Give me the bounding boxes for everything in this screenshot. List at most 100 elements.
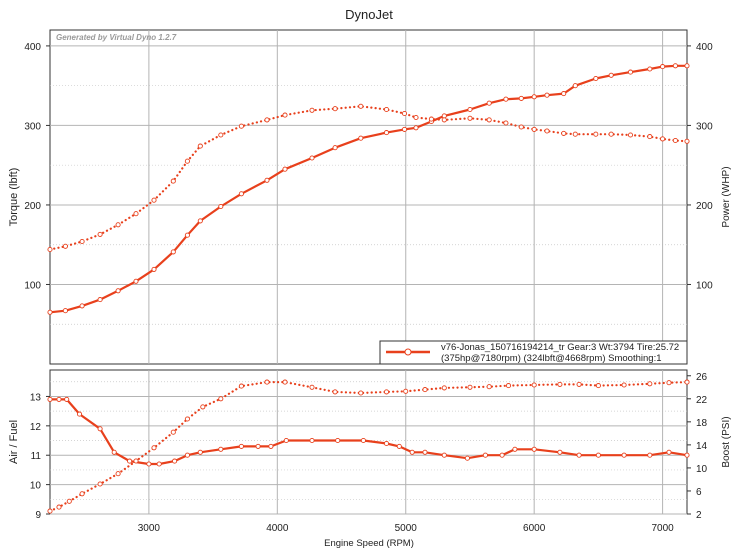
air_fuel-data-point [647,452,653,458]
torque-data-point [672,137,678,144]
air_fuel-data-point [184,452,190,458]
boost-data-point [97,481,103,487]
air_fuel-data-point [499,452,505,458]
boost-data-point [238,383,244,389]
y-tick-label: 10 [30,481,42,492]
torque-data-point [531,126,537,132]
legend-box: v76-Jonas_150716194214_tr Gear:3 Wt:3794… [379,340,688,365]
torque-data-point [467,115,473,121]
torque-data-point [282,112,288,118]
air_fuel-data-point [557,449,563,455]
air_fuel-data-point [238,443,244,449]
torque-data-point [309,107,315,113]
airfuel-axis-ticks: 9 10 11 12 13 [30,392,50,521]
air_fuel-data-point [409,449,415,455]
x-tick-label: 3000 [138,523,161,534]
boost-data-point [621,382,627,388]
boost-data-point [422,387,428,393]
boost-data-point [403,388,409,394]
boost-data-point [684,379,690,385]
boost-data-point [595,383,601,389]
torque-data-point [238,123,244,129]
power-data-point [672,63,678,69]
legend-line-1: v76-Jonas_150716194214_tr Gear:3 Wt:3794… [441,342,679,353]
torque-data-point [486,117,492,123]
torque-data-point [358,103,364,109]
boost-data-point [309,384,315,390]
torque-data-point [79,238,85,245]
power-data-point [238,191,244,197]
power-data-point [62,308,68,314]
torque-data-point [593,131,599,137]
power-data-point [647,66,653,72]
boost-data-point [666,380,672,386]
torque-data-point [608,131,614,137]
power-data-point [309,155,315,161]
chart-title: DynoJet [345,7,393,22]
torque-data-point [518,124,524,130]
boost-data-point [115,471,121,477]
y2-tick-label: 300 [696,121,713,132]
boost-data-point [467,384,473,390]
boost-data-point [218,396,224,402]
y2-tick-label: 400 [696,42,713,53]
power-data-point [115,288,121,294]
power-data-point [561,91,567,97]
power-data-point [627,69,634,75]
boost-data-point [184,416,190,422]
air_fuel-data-point [64,396,70,402]
air_fuel-data-point [335,437,341,444]
boost-data-point [47,508,53,514]
air_fuel-data-point [197,449,203,455]
air_fuel-data-point [47,396,53,402]
power-data-point [358,135,364,141]
power-data-point [47,309,53,315]
torque-axis-label: Torque (lbft) [8,168,20,227]
torque-data-point [47,246,53,253]
air_fuel-data-point [156,461,162,467]
torque-data-point [133,211,139,217]
y-tick-label: 300 [24,121,41,132]
y-tick-label: 12 [30,422,42,433]
x-tick-label: 4000 [266,523,289,534]
y-tick-label: 11 [31,451,42,462]
top-grid [50,30,687,364]
power-data-point [282,166,288,172]
power-data-point [413,125,419,131]
x-tick-label: 7000 [651,523,674,534]
power-data-point [133,278,139,284]
power-data-point [684,63,690,69]
power-data-point [170,249,176,255]
y-tick-label: 400 [24,42,41,53]
torque-data-point [441,117,447,123]
boost-data-point [531,382,537,388]
air_fuel-data-point [383,440,390,447]
air_fuel-data-point [531,446,537,452]
power-data-point [660,64,666,70]
air_fuel-data-point [255,443,261,449]
y-tick-label: 13 [30,392,42,403]
power-axis-label: Power (WHP) [721,166,732,227]
y2-tick-label: 10 [696,464,708,475]
top-series [47,63,690,315]
y2-tick-label: 22 [696,395,708,406]
power-data-point [383,130,390,136]
air_fuel-data-point [396,443,402,449]
power-data-point [218,203,224,210]
boost-axis-label: Boost (PSI) [721,416,732,467]
torque-data-point [561,130,567,136]
air_fuel-data-point [127,458,133,464]
boost-data-point [441,385,447,391]
torque-data-point [428,116,434,122]
power-data-point [531,94,537,100]
power-data-point [197,218,203,224]
boost-data-point [486,384,492,390]
air_fuel-data-point [422,449,428,455]
watermark-text: Generated by Virtual Dyno 1.2.7 [56,33,177,42]
torque-data-point [62,243,68,249]
torque-data-point [684,138,690,144]
air_fuel-data-point [482,452,488,458]
power-data-point [401,126,408,132]
